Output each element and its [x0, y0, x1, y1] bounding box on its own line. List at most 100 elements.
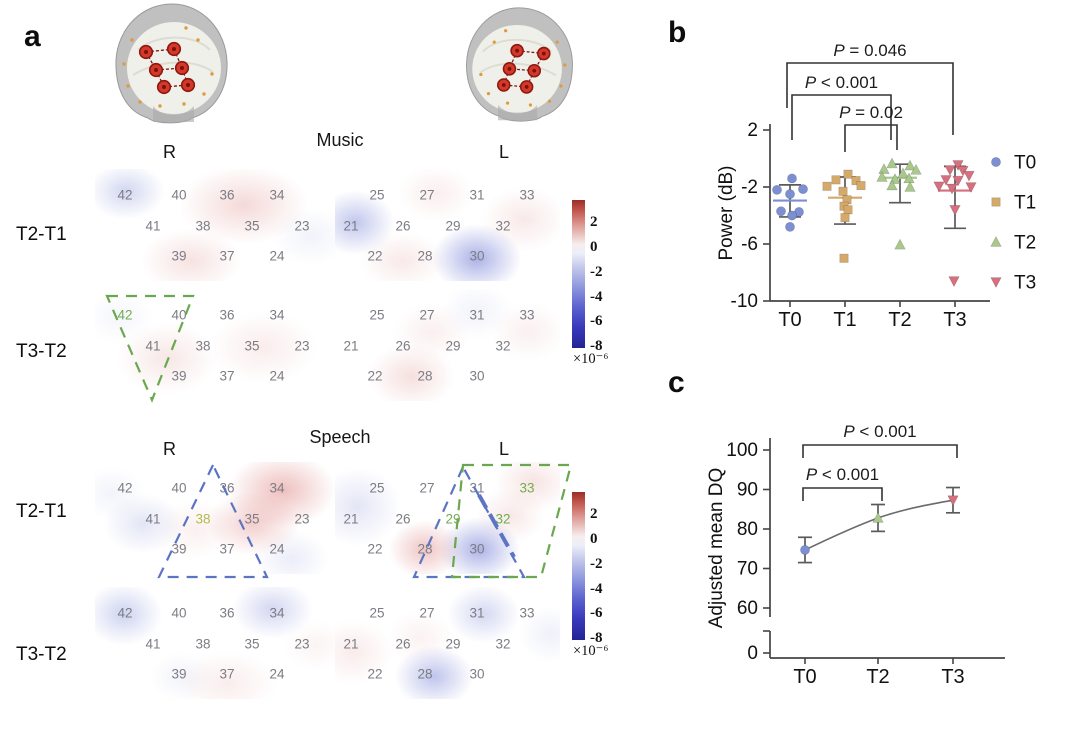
scatter-point: [904, 180, 916, 192]
channel-label-25: 25: [369, 605, 385, 621]
speech-t2t1-left-roi-blue-triangle: [412, 464, 526, 579]
scatter-point: [948, 276, 960, 288]
x-tick-label: T0: [793, 666, 816, 688]
channel-label-28: 28: [417, 368, 433, 384]
channel-label-23: 23: [294, 338, 310, 354]
heatmap-speech-t3t2-left: 25 27 31 33 21 26 29 32 22 28 30: [335, 587, 560, 699]
channel-label-24: 24: [269, 541, 285, 557]
significance-bracket: [791, 94, 892, 140]
channel-label-24: 24: [269, 368, 285, 384]
scatter-point: [785, 221, 795, 232]
channel-label-26: 26: [395, 511, 411, 527]
colorbar-tick-label: -6: [590, 312, 603, 329]
channel-label-35: 35: [244, 338, 260, 354]
channel-label-38: 38: [195, 218, 211, 234]
channel-label-25: 25: [369, 307, 385, 323]
power-scatter-plot: 2 -2 -6 -10 T0 T1 T2 T3 Power (dB) T0 T1 T2 T3 P = 0.…: [716, 41, 1036, 331]
scatter-point: [965, 182, 977, 194]
channel-label-27: 27: [419, 187, 435, 203]
scatter-point: [787, 173, 797, 184]
channel-label-25: 25: [369, 480, 385, 496]
colorbar-speech: 2 0 -2 -4 -6 -8 ×10⁻⁶: [572, 492, 636, 672]
x-tick-label: T3: [941, 666, 964, 688]
channel-label-41: 41: [145, 218, 161, 234]
channel-label-33: 33: [519, 307, 535, 323]
scatter-point: [940, 175, 952, 186]
speech-right-hemisphere-label: R: [163, 439, 176, 459]
channel-label-26: 26: [395, 218, 411, 234]
significance-bracket: [802, 487, 883, 501]
legend-label-T1: T1: [1014, 193, 1036, 214]
channel-label-35: 35: [244, 636, 260, 652]
channel-label-31: 31: [469, 307, 485, 323]
colorbar-tick-label: 2: [590, 213, 598, 230]
heatmap-speech-t3t2-right: 42 40 36 34 41 38 35 23 39 37 24: [95, 587, 335, 699]
channel-label-32: 32: [495, 511, 511, 527]
channel-label-37: 37: [219, 248, 235, 264]
y-tick-label: 70: [737, 559, 758, 580]
panel-c: c 0 60 70 80 90 100 T0 T2 T3 Adjusted mean DQ P < …: [660, 366, 1080, 731]
scatter-point: [904, 159, 916, 171]
y-tick-label: 60: [737, 598, 758, 619]
music-row-label-t2t1: T2-T1: [16, 224, 67, 245]
heatmap-music-t3t2-left: 25 27 31 33 21 26 29 32 22 28 30: [335, 289, 560, 401]
channel-label-35: 35: [244, 511, 260, 527]
channel-label-38: 38: [195, 511, 211, 527]
channel-label-42: 42: [117, 187, 133, 203]
scatter-point: [798, 184, 808, 195]
scatter-point: [957, 165, 969, 177]
colorbar-exponent-label: ×10⁻⁶: [573, 643, 609, 659]
channel-label-40: 40: [171, 605, 187, 621]
brain-render-right-hemisphere: [115, 3, 228, 124]
panel-c-label: c: [668, 366, 685, 399]
x-tick-label: T3: [943, 309, 966, 331]
colorbar-tick-label: -2: [590, 555, 603, 572]
colorbar-exponent-label: ×10⁻⁶: [573, 351, 609, 367]
music-section-title: Music: [316, 130, 364, 150]
channel-label-30: 30: [469, 541, 485, 557]
x-tick-label: T2: [866, 666, 889, 688]
channel-label-37: 37: [219, 368, 235, 384]
channel-label-27: 27: [419, 307, 435, 323]
y-tick-label: -2: [741, 177, 758, 198]
scatter-point: [851, 176, 861, 186]
channel-label-26: 26: [395, 338, 411, 354]
scatter-point: [831, 175, 841, 185]
channel-label-24: 24: [269, 248, 285, 264]
speech-t2t1-left-roi-green-parallelogram: [450, 463, 573, 579]
channel-label-36: 36: [219, 605, 235, 621]
channel-label-36: 36: [219, 307, 235, 323]
channel-label-31: 31: [469, 187, 485, 203]
y-axis-title: Adjusted mean DQ: [706, 468, 727, 629]
colorbar-tick-label: -6: [590, 604, 603, 621]
scatter-point: [838, 186, 848, 196]
legend-label-T0: T0: [1014, 153, 1036, 174]
channel-label-33: 33: [519, 480, 535, 496]
channel-label-38: 38: [195, 338, 211, 354]
y-tick-label: 100: [726, 440, 758, 461]
channel-label-34: 34: [269, 307, 285, 323]
significance-label: P < 0.001: [805, 73, 878, 92]
scatter-point: [839, 253, 849, 263]
channel-label-38: 38: [195, 636, 211, 652]
y-tick-label: 80: [737, 519, 758, 540]
scatter-point: [878, 163, 890, 174]
channel-label-39: 39: [171, 368, 187, 384]
heatmap-speech-t2t1-right: 42 40 36 34 41 38 35 23 39 37 24: [95, 462, 335, 574]
panel-b: b 2 -2 -6 -10 T0 T1 T2 T3 Power (dB) T0 T1 T2 T3 P = …: [660, 0, 1080, 360]
scatter-point: [822, 181, 832, 191]
legend-marker-T0: [991, 157, 1001, 167]
music-left-hemisphere-label: L: [499, 142, 510, 162]
music-row-label-t3t2: T3-T2: [16, 341, 67, 362]
scatter-point: [856, 181, 866, 191]
channel-label-34: 34: [269, 480, 285, 496]
channel-label-32: 32: [495, 218, 511, 234]
scatter-point: [785, 189, 795, 200]
scatter-point: [894, 238, 906, 250]
data-point-T2: [872, 511, 884, 523]
heatmap-music-t2t1-right: 42 40 36 34 41 38 35 23 39 37 24: [95, 169, 335, 281]
significance-bracket: [786, 62, 954, 135]
channel-label-42: 42: [117, 480, 133, 496]
heatmap-music-t2t1-left: 25 27 31 33 21 26 29 32 22 28 30: [335, 169, 560, 281]
scatter-point: [933, 181, 945, 193]
